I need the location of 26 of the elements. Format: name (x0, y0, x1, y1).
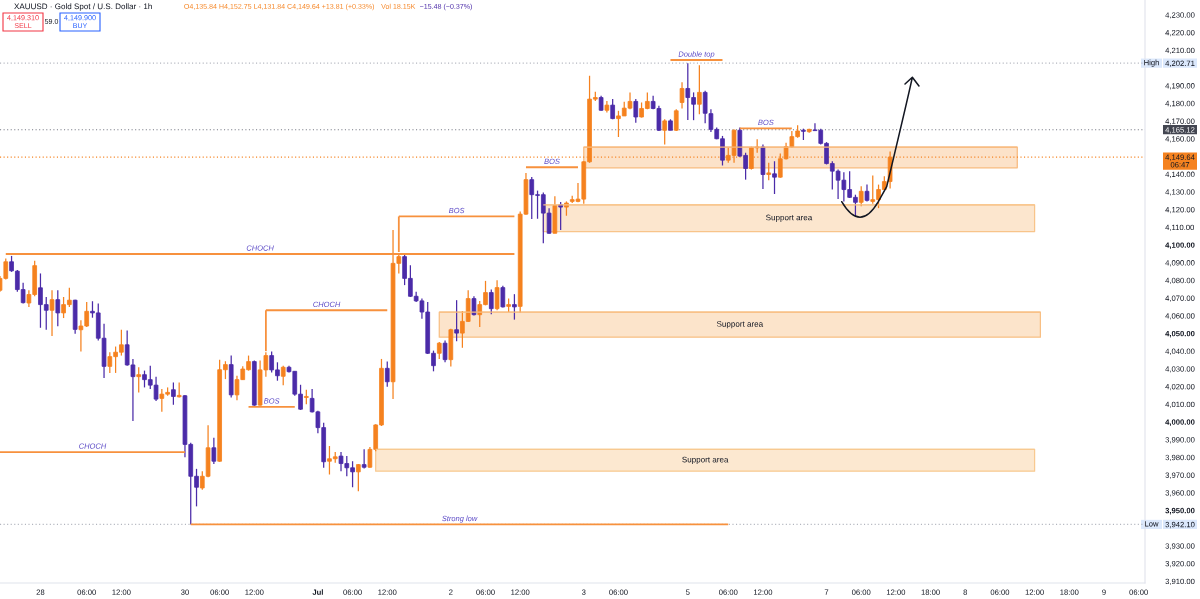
series-label: Support area (716, 321, 764, 329)
candlestick (662, 118, 668, 146)
candlestick (673, 108, 679, 132)
candlestick (55, 289, 61, 327)
candlestick (558, 201, 563, 231)
candlestick (384, 360, 390, 388)
candlestick (772, 160, 777, 195)
candlestick (512, 293, 517, 321)
candlestick (442, 339, 448, 363)
candlestick (500, 285, 506, 309)
candlestick (211, 437, 217, 465)
candlestick (494, 279, 500, 311)
candlestick (858, 185, 864, 207)
candlestick (49, 289, 55, 337)
candlestick (280, 365, 286, 386)
candlestick (488, 288, 494, 315)
chart-title: XAUUSD · Gold Spot / U.S. Dollar · 1h (14, 3, 152, 11)
candlestick (171, 381, 176, 406)
candlestick (633, 98, 639, 124)
candlestick (697, 64, 702, 115)
series-label: Support area (682, 456, 729, 465)
candlestick (356, 463, 361, 492)
candlestick (454, 299, 459, 342)
candlestick (679, 81, 685, 110)
candlestick (136, 366, 142, 394)
series-label: Support area (766, 214, 813, 222)
